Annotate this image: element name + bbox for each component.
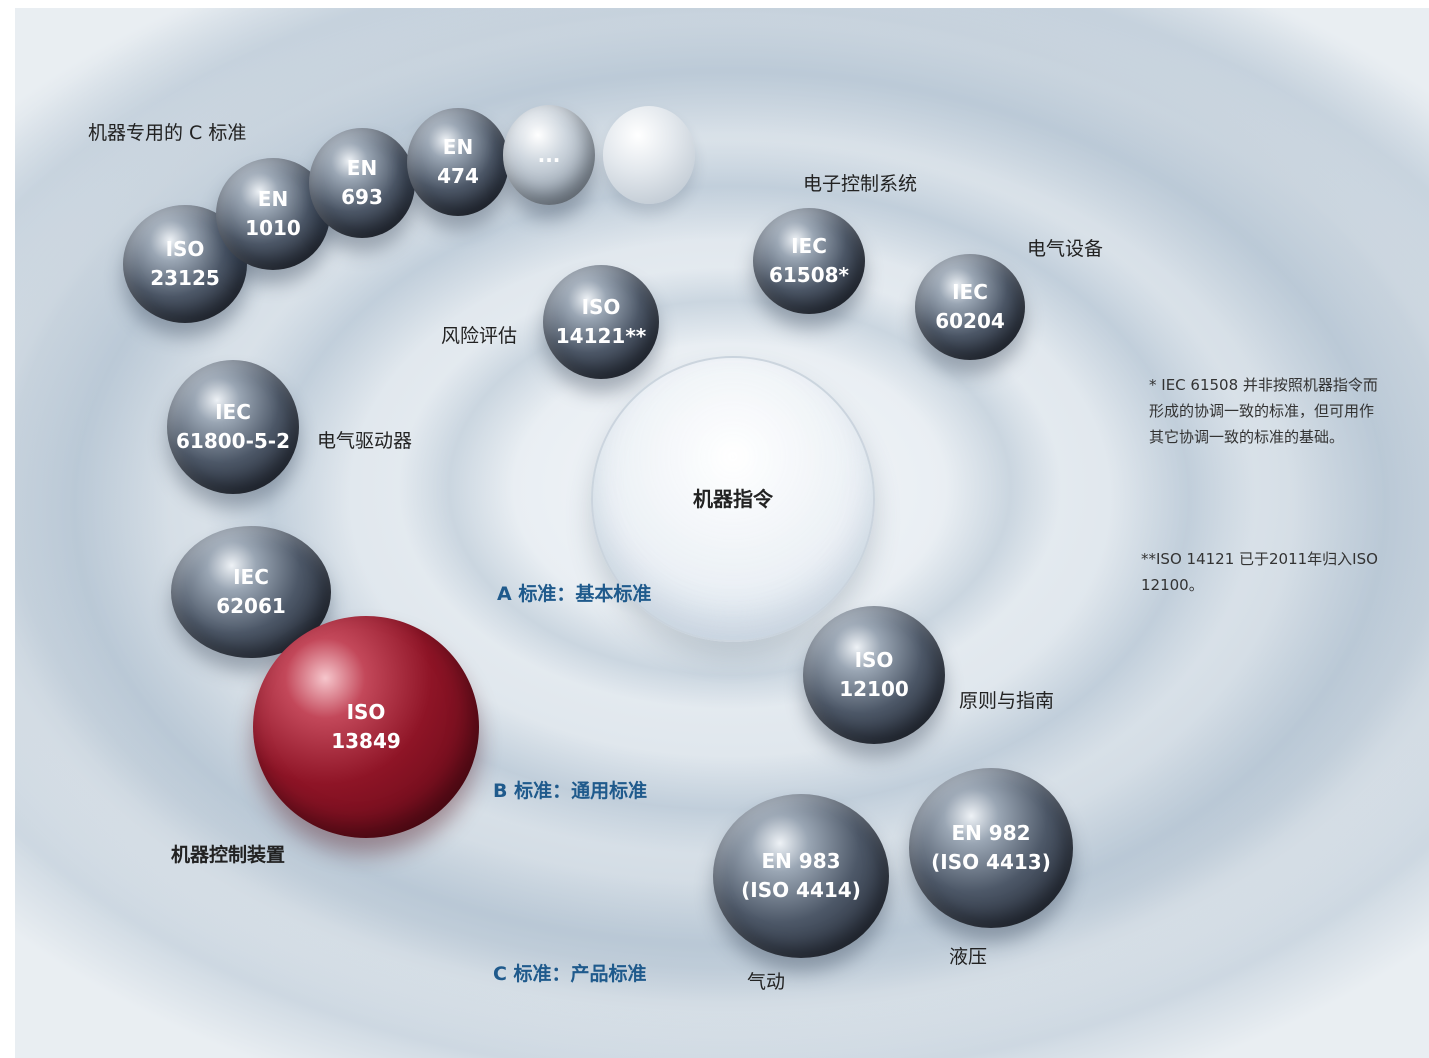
footnote-iso-14121: **ISO 14121 已于2011年归入ISO 12100。 xyxy=(1141,550,1378,594)
ball-en-982: EN 982 (ISO 4413) xyxy=(909,768,1073,928)
ball-iso-13849: ISO 13849 xyxy=(253,616,479,838)
footnote-iec-61508: * IEC 61508 并非按照机器指令而形成的协调一致的标准，但可用作其它协调… xyxy=(1149,376,1378,446)
ball-line-2: 1010 xyxy=(245,216,301,240)
ball-iec-60204: IEC 60204 xyxy=(915,254,1025,360)
label-c-specific: 机器专用的 C 标准 xyxy=(88,122,247,144)
ball-en-693: EN 693 xyxy=(309,128,415,238)
ball-line-2: 13849 xyxy=(331,729,401,753)
ball-en-474: EN 474 xyxy=(407,108,509,216)
ball-line-1: IEC xyxy=(952,280,988,304)
diagram-canvas: ISO 23125 EN 1010 EN 693 EN 474 ... ISO … xyxy=(15,8,1429,1058)
ball-machinery-directive: 机器指令 xyxy=(591,356,875,642)
label-electrical-equipment: 电气设备 xyxy=(1027,238,1104,260)
label-risk-assessment: 风险评估 xyxy=(441,325,518,347)
ball-line-1: ISO xyxy=(854,648,894,672)
ball-line-2: 474 xyxy=(437,164,479,188)
label-principles: 原则与指南 xyxy=(959,690,1055,712)
ball-line-1: ISO xyxy=(165,237,205,261)
ball-line-2: (ISO 4414) xyxy=(741,878,861,902)
ball-line-1: EN 983 xyxy=(761,849,841,873)
ball-line-1: EN xyxy=(346,156,378,180)
ball-line-2: 23125 xyxy=(150,266,220,290)
label-pneumatic: 气动 xyxy=(747,971,786,993)
ball-line-1: ISO xyxy=(581,295,621,319)
ball-empty xyxy=(603,106,695,204)
ball-ellipsis: ... xyxy=(503,105,595,205)
ball-line-1: IEC xyxy=(791,234,827,258)
ball-line-2: 693 xyxy=(341,185,383,209)
label-electronic-control: 电子控制系统 xyxy=(803,173,918,195)
ball-iso-14121: ISO 14121** xyxy=(543,265,659,379)
label-electric-drive: 电气驱动器 xyxy=(317,430,413,452)
ball-line-2: 61800-5-2 xyxy=(175,429,290,453)
tier-b-label: B 标准：通用标准 xyxy=(493,780,648,802)
ball-line-1: 机器指令 xyxy=(693,486,773,511)
tier-a-label: A 标准：基本标准 xyxy=(497,583,652,605)
ball-line-2: 62061 xyxy=(216,594,286,618)
ball-line-1: ISO xyxy=(346,700,386,724)
ball-line-1: IEC xyxy=(233,565,269,589)
ball-line-1: EN xyxy=(257,187,289,211)
ball-line-1: EN xyxy=(442,135,474,159)
ball-line-1: ... xyxy=(537,142,561,167)
ball-line-1: EN 982 xyxy=(951,821,1031,845)
ball-line-2: 60204 xyxy=(935,309,1005,333)
label-machine-control: 机器控制装置 xyxy=(171,844,286,866)
ball-line-2: 61508* xyxy=(768,263,850,287)
ball-en-983: EN 983 (ISO 4414) xyxy=(713,794,889,958)
ball-line-1: IEC xyxy=(215,400,251,424)
ball-line-2: 12100 xyxy=(839,677,909,701)
tier-c-label: C 标准：产品标准 xyxy=(493,963,647,985)
ball-line-2: (ISO 4413) xyxy=(931,850,1051,874)
ball-line-2: 14121** xyxy=(555,324,647,348)
ball-iec-61800-5-2: IEC 61800-5-2 xyxy=(167,360,299,494)
ball-iso-12100: ISO 12100 xyxy=(803,606,945,744)
label-hydraulic: 液压 xyxy=(949,946,988,968)
ball-iec-61508: IEC 61508* xyxy=(753,208,865,314)
